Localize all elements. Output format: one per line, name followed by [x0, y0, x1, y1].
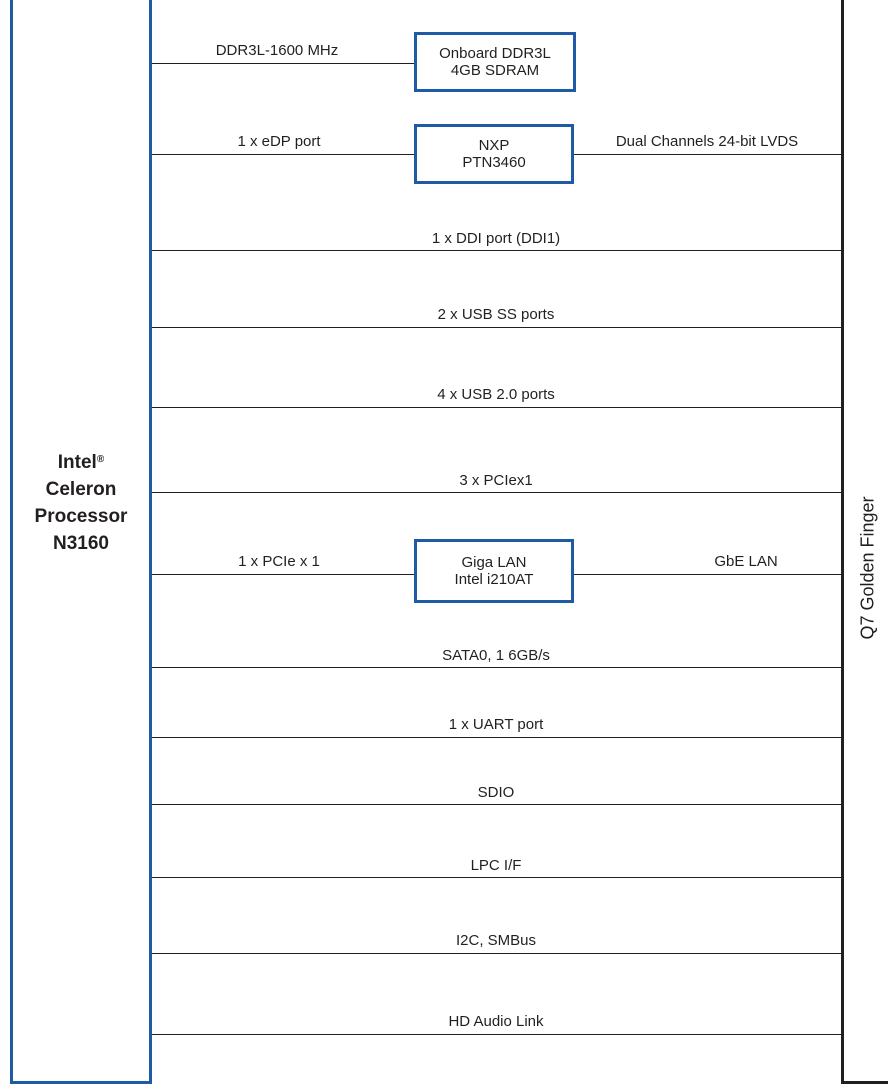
usb-ss-label: 2 x USB SS ports	[437, 306, 555, 323]
pcie-label: 3 x PCIex1	[459, 472, 533, 489]
pcie-line	[152, 492, 841, 493]
sata-label: SATA0, 1 6GB/s	[442, 647, 550, 664]
usb2-label: 4 x USB 2.0 ports	[437, 386, 555, 403]
ddr-memory-chip: Onboard DDR3L 4GB SDRAM	[414, 32, 576, 92]
nxp-chip-line1: NXP	[478, 137, 510, 154]
usb-ss-line	[152, 327, 841, 328]
sdio-line	[152, 804, 841, 805]
cpu-type: Processor	[34, 506, 128, 527]
ddr-chip-line2: 4GB SDRAM	[450, 62, 540, 79]
registered-mark: ®	[96, 454, 105, 465]
cpu-label: Intel® Celeron Processor N3160	[10, 449, 152, 557]
lpc-line	[152, 877, 841, 878]
ddr-bus-line	[152, 63, 415, 64]
lpc-label: LPC I/F	[470, 857, 522, 874]
gbe-label: GbE LAN	[714, 553, 778, 570]
edp-label: 1 x eDP port	[237, 133, 321, 150]
nxp-chip-line2: PTN3460	[462, 154, 526, 171]
audio-label: HD Audio Link	[448, 1013, 544, 1030]
i2c-label: I2C, SMBus	[455, 932, 537, 949]
uart-label: 1 x UART port	[448, 716, 544, 733]
nxp-bridge-chip: NXP PTN3460	[414, 124, 574, 184]
lan-chip-line2: Intel i210AT	[454, 571, 534, 588]
usb2-line	[152, 407, 841, 408]
cpu-family: Celeron	[45, 479, 117, 500]
audio-line	[152, 1034, 841, 1035]
cpu-brand: Intel	[57, 452, 97, 473]
gbe-line	[574, 574, 841, 575]
sata-line	[152, 667, 841, 668]
pcie-lan-line	[152, 574, 415, 575]
connector-label-text: Q7 Golden Finger	[857, 496, 878, 640]
edp-line	[152, 154, 415, 155]
cpu-model: N3160	[53, 533, 109, 554]
uart-line	[152, 737, 841, 738]
ddi-line	[152, 250, 841, 251]
sdio-label: SDIO	[477, 784, 515, 801]
ddi-label: 1 x DDI port (DDI1)	[431, 230, 561, 247]
ddr-chip-line1: Onboard DDR3L	[439, 45, 551, 62]
lan-chip-line1: Giga LAN	[461, 554, 527, 571]
ddr-bus-label: DDR3L-1600 MHz	[215, 42, 339, 59]
pcie-lan-label: 1 x PCIe x 1	[238, 553, 320, 570]
lvds-line	[574, 154, 841, 155]
i2c-line	[152, 953, 841, 954]
lvds-label: Dual Channels 24-bit LVDS	[615, 133, 799, 150]
giga-lan-chip: Giga LAN Intel i210AT	[414, 539, 574, 603]
